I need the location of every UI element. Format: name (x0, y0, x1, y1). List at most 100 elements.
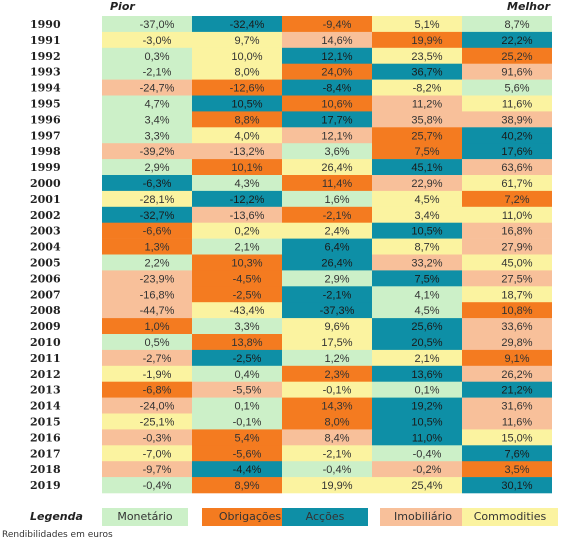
cell-value-label: 14,6% (321, 35, 352, 47)
heatmap-cell (192, 63, 282, 80)
heatmap-cell (462, 429, 552, 446)
cell-value-label: 26,4% (321, 257, 352, 269)
cell-value-label: 1,3% (144, 242, 169, 254)
heatmap-cell (372, 16, 462, 33)
heatmap-cell (192, 286, 282, 303)
cell-value-label: 2,9% (144, 162, 169, 174)
heatmap-cell (372, 95, 462, 112)
heatmap-cell (102, 63, 192, 80)
heatmap-cell (282, 381, 372, 398)
cell-value-label: -2,1% (323, 289, 352, 301)
heatmap-cell (102, 190, 192, 208)
heatmap-cell (372, 349, 462, 367)
cell-value-label: -6,8% (143, 385, 172, 397)
cell-value-label: 0,4% (234, 369, 259, 381)
heatmap-cell (462, 349, 552, 367)
cell-value-label: 7,5% (414, 273, 439, 285)
year-label: 2010 (30, 336, 61, 349)
year-label: 2016 (30, 431, 61, 444)
cell-value-label: -6,3% (143, 178, 172, 190)
cell-value-label: -3,0% (143, 35, 172, 47)
cell-value-label: -44,7% (140, 305, 175, 317)
heatmap-cell (192, 381, 282, 398)
cell-value-label: -39,2% (140, 146, 175, 158)
heatmap-cell (462, 286, 552, 303)
heatmap-cell (102, 159, 192, 176)
heatmap-cell (372, 302, 462, 319)
heatmap-cell (102, 302, 192, 319)
cell-value-label: -37,3% (320, 305, 355, 317)
heatmap-cell (462, 254, 552, 271)
cell-value-label: -2,5% (233, 353, 262, 365)
heatmap-cell (102, 31, 192, 49)
heatmap-cell (462, 190, 552, 208)
year-label: 2012 (30, 368, 61, 381)
heatmap-cell (282, 159, 372, 176)
heatmap-cell (192, 397, 282, 414)
heatmap-cell (102, 143, 192, 160)
cell-value-label: 0,3% (144, 51, 169, 63)
cell-value-label: 8,7% (504, 19, 529, 31)
cell-value-label: -32,4% (230, 19, 265, 31)
heatmap-cell (462, 270, 552, 287)
cell-value-label: 12,1% (321, 130, 352, 142)
heatmap-cell (462, 381, 552, 398)
heatmap-cell (462, 238, 552, 255)
heatmap-cell (282, 445, 372, 462)
cell-value-label: -6,6% (143, 226, 172, 238)
cell-value-label: 23,5% (411, 51, 442, 63)
heatmap-cell (282, 318, 372, 335)
cell-value-label: 12,1% (321, 51, 352, 63)
heatmap-chart: 1990 -37,0% -32,4% -9,4% 5,1% 8,7% 1991 -3,0% 9,… (30, 16, 552, 494)
heatmap-cell (372, 477, 462, 494)
cell-value-label: -24,7% (140, 83, 175, 95)
cell-value-label: -0,3% (143, 432, 172, 444)
cell-value-label: 91,6% (501, 67, 532, 79)
heatmap-cell (282, 254, 372, 271)
heatmap-cell (282, 429, 372, 446)
cell-value-label: 20,5% (411, 337, 442, 349)
cell-value-label: -4,5% (233, 273, 262, 285)
cell-value-label: -4,4% (233, 464, 262, 476)
heatmap-cell (102, 429, 192, 446)
heatmap-cell (372, 175, 462, 192)
heatmap-cell (192, 270, 282, 287)
heatmap-cell (192, 254, 282, 271)
cell-value-label: 25,2% (501, 51, 532, 63)
heatmap-cell (372, 270, 462, 287)
heatmap-cell (192, 206, 282, 223)
cell-value-label: 10,5% (411, 416, 442, 428)
year-label: 1991 (30, 34, 61, 47)
cell-value-label: 35,8% (411, 114, 442, 126)
cell-value-label: 17,6% (501, 146, 532, 158)
cell-value-label: 3,4% (144, 114, 169, 126)
cell-value-label: -0,1% (233, 416, 262, 428)
cell-value-label: 9,1% (504, 353, 529, 365)
cell-value-label: 10,3% (231, 257, 262, 269)
cell-value-label: 38,9% (501, 114, 532, 126)
cell-value-label: 2,2% (144, 257, 169, 269)
heatmap-cell (372, 365, 462, 382)
heatmap-cell (192, 461, 282, 478)
cell-value-label: -9,7% (143, 464, 172, 476)
legend-imobiliario: Imobiliário (380, 508, 466, 526)
heatmap-cell (372, 159, 462, 176)
heatmap-cell (372, 238, 462, 255)
heatmap-cell (282, 238, 372, 255)
heatmap-cell (372, 79, 462, 96)
year-label: 2007 (30, 288, 61, 301)
cell-value-label: -2,7% (143, 353, 172, 365)
cell-value-label: 10,1% (231, 162, 262, 174)
cell-value-label: 0,5% (144, 337, 169, 349)
heatmap-cell (282, 222, 372, 239)
cell-value-label: 9,6% (324, 321, 349, 333)
cell-value-label: 8,0% (324, 416, 349, 428)
year-label: 2009 (30, 320, 61, 333)
cell-value-label: 33,6% (501, 321, 532, 333)
heatmap-cell (192, 334, 282, 351)
cell-value-label: 33,2% (411, 257, 442, 269)
year-label: 1996 (30, 113, 61, 126)
heatmap-cell (192, 429, 282, 446)
heatmap-cell (462, 159, 552, 176)
cell-value-label: 10,0% (231, 51, 262, 63)
